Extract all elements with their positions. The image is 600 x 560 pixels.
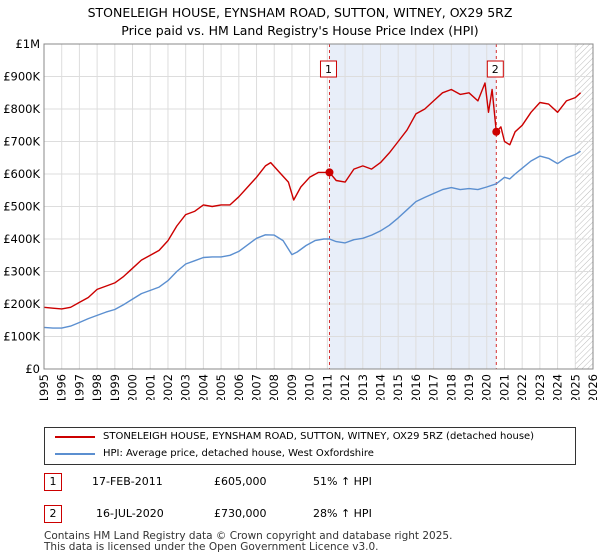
y-tick-label: £200K (3, 297, 40, 311)
sale-2-marker: 2 (44, 505, 62, 523)
x-tick-label: 2010 (303, 374, 317, 400)
sale-2-label: 2 (492, 63, 499, 76)
legend-label-property: STONELEIGH HOUSE, EYNSHAM ROAD, SUTTON, … (103, 431, 535, 442)
x-tick-label: 1999 (108, 374, 122, 400)
y-tick-label: £600K (3, 167, 40, 181)
x-tick-label: 2017 (427, 374, 441, 400)
chart-title: STONELEIGH HOUSE, EYNSHAM ROAD, SUTTON, … (87, 5, 513, 20)
x-tick-label: 1997 (72, 374, 86, 400)
footer-licence: This data is licensed under the Open Gov… (44, 541, 379, 553)
y-tick-label: £1M (15, 37, 40, 51)
y-tick-label: £0 (25, 362, 40, 376)
hpi-line (43, 150, 581, 329)
sale-2-label-box (486, 60, 504, 78)
legend-swatch-property (55, 436, 95, 438)
x-tick-label: 2005 (214, 374, 228, 400)
y-tick-label: £100K (3, 330, 40, 344)
sale-2-date: 16-JUL-2020 (96, 507, 164, 520)
x-tick-label: 2019 (462, 374, 476, 400)
legend: STONELEIGH HOUSE, EYNSHAM ROAD, SUTTON, … (44, 427, 576, 465)
price-chart: £0 £100K £200K £300K £400K £500K £600K £700K £80… (3, 37, 600, 400)
x-tick-label: 2024 (551, 374, 565, 400)
chart-subtitle: Price paid vs. HM Land Registry's House … (121, 23, 479, 38)
y-tick-label: £700K (3, 135, 40, 149)
x-tick-label: 2025 (568, 374, 582, 400)
y-tick-label: £300K (3, 265, 40, 279)
x-tick-label: 2002 (161, 374, 175, 400)
x-tick-label: 2020 (480, 374, 494, 400)
x-tick-label: 2007 (250, 374, 264, 400)
legend-label-hpi: HPI: Average price, detached house, West… (103, 448, 374, 459)
x-tick-label: 2001 (143, 374, 157, 400)
x-tick-label: 2013 (356, 374, 370, 400)
sale-2-price: £730,000 (214, 507, 267, 520)
x-tick-label: 2015 (391, 374, 405, 400)
y-tick-label: £900K (3, 70, 40, 84)
sale-1-marker: 1 (44, 473, 62, 491)
x-tick-label: 2003 (179, 374, 193, 400)
x-tick-label: 2022 (515, 374, 529, 400)
x-tick-label: 2018 (444, 374, 458, 400)
x-tick-label: 2011 (320, 374, 334, 400)
x-tick-label: 2000 (126, 374, 140, 400)
sale-1-point (325, 168, 334, 177)
sale-2-hpi-change: 28% ↑ HPI (313, 507, 372, 520)
x-tick-label: 2026 (586, 374, 600, 400)
footer: Contains HM Land Registry data © Crown c… (44, 531, 452, 553)
footer-copyright: Contains HM Land Registry data © Crown c… (44, 530, 453, 542)
sale-1-label: 1 (325, 63, 332, 76)
x-tick-label: 1996 (55, 374, 69, 400)
y-tick-label: £800K (3, 102, 40, 116)
x-tick-label: 2023 (533, 374, 547, 400)
plot-border (43, 43, 594, 370)
x-tick-label: 2014 (373, 374, 387, 400)
x-tick-label: 2004 (196, 374, 210, 400)
sale-2-point (492, 127, 501, 136)
x-tick-label: 2021 (497, 374, 511, 400)
sale-1-price: £605,000 (214, 475, 267, 488)
x-tick-label: 2006 (232, 374, 246, 400)
sale-1-label-box (319, 60, 337, 78)
sale-1-date: 17-FEB-2011 (92, 475, 163, 488)
x-tick-label: 2016 (409, 374, 423, 400)
x-tick-label: 1995 (37, 374, 51, 400)
y-tick-label: £400K (3, 232, 40, 246)
x-tick-label: 2008 (267, 374, 281, 400)
sale-1-hpi-change: 51% ↑ HPI (313, 475, 372, 488)
legend-swatch-hpi (55, 453, 95, 455)
x-tick-label: 2012 (338, 374, 352, 400)
x-tick-label: 2009 (285, 374, 299, 400)
x-tick-label: 1998 (90, 374, 104, 400)
y-tick-label: £500K (3, 200, 40, 214)
